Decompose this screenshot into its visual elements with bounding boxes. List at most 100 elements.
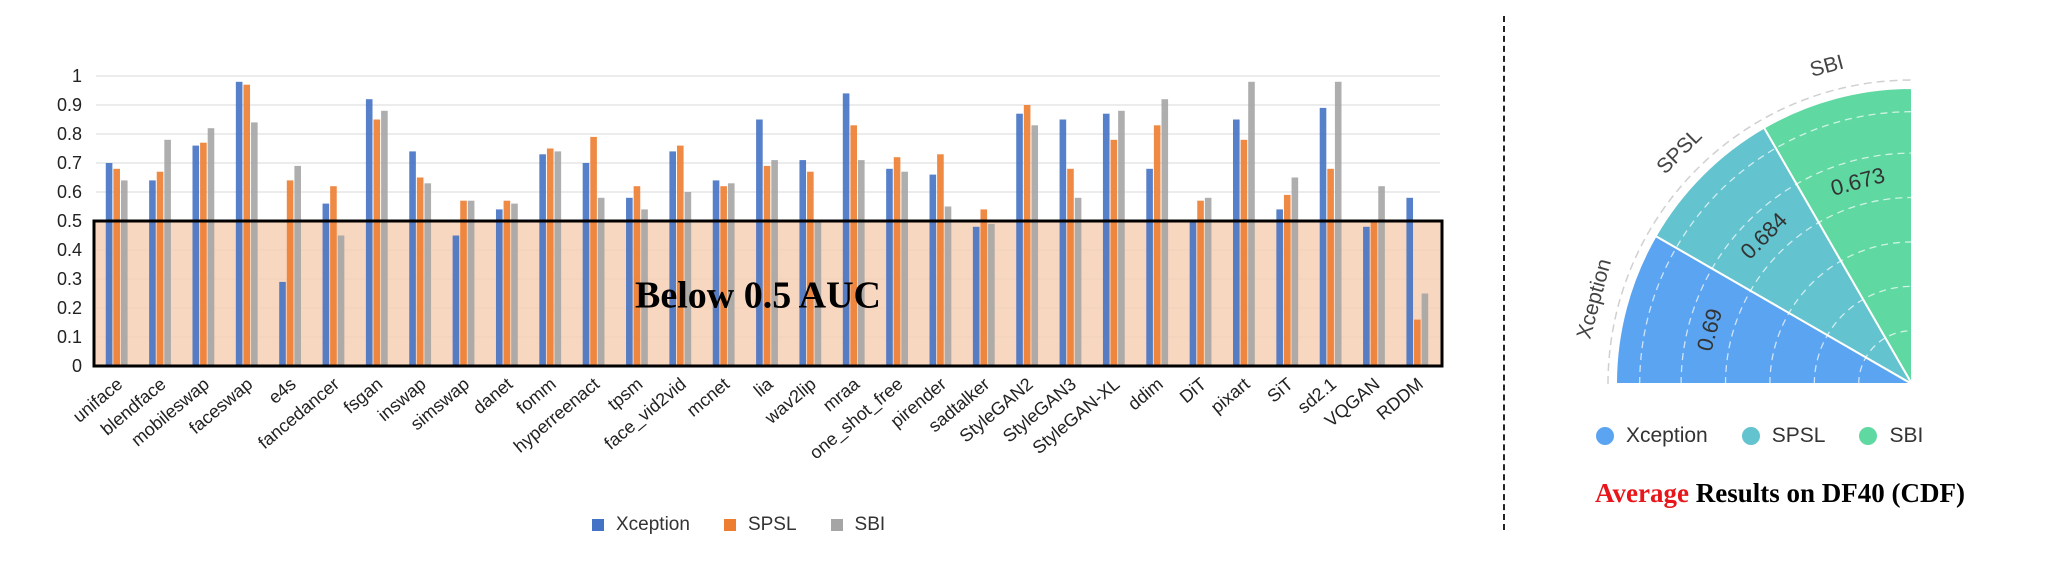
polar-title-accent: Average xyxy=(1595,478,1689,508)
bar-sbi xyxy=(1248,81,1255,367)
bar-sbi xyxy=(901,171,908,366)
bar-legend: Xception SPSL SBI xyxy=(592,514,919,536)
polar-sector-sbi xyxy=(1762,86,1913,388)
bar-xception xyxy=(322,203,330,366)
bar-xception xyxy=(279,281,286,366)
polar-legend-item-sbi: SBI xyxy=(1859,424,1923,448)
legend-swatch-sbi xyxy=(830,519,843,531)
bar-spsl xyxy=(1240,139,1248,366)
y-tick-label: 0.6 xyxy=(57,182,82,202)
bar-chart: 0 0.1 0.2 0.3 0.4 0.5 0.6 0.7 0.8 0.9 1 Below 0.5 A… xyxy=(57,66,1444,464)
bar-xception xyxy=(1016,113,1023,366)
bar-xception xyxy=(1319,107,1327,367)
bar-sbi xyxy=(1118,110,1125,366)
y-tick-label: 0.2 xyxy=(57,298,82,318)
bar-sbi xyxy=(1378,186,1385,366)
bar-spsl xyxy=(1067,168,1074,366)
bar-xception xyxy=(626,197,633,366)
bar-xception xyxy=(235,81,243,367)
polar-category-label: SPSL xyxy=(1652,124,1706,178)
legend-item-xception: Xception xyxy=(592,514,690,536)
polar-grid-ring xyxy=(1813,285,1913,385)
y-tick-label: 0.1 xyxy=(57,327,82,347)
x-tick-label: mcnet xyxy=(683,374,733,421)
polar-sector-xception xyxy=(1614,234,1916,385)
polar-legend: Xception SPSL SBI xyxy=(1596,424,1957,448)
bar-sbi xyxy=(597,197,605,366)
bar-xception xyxy=(972,226,980,366)
x-tick-label: fancedancer xyxy=(254,374,343,453)
bar-sbi xyxy=(511,203,518,366)
polar-grid-ring xyxy=(1858,330,1913,385)
bar-xception xyxy=(1059,119,1067,366)
bar-xception xyxy=(1233,119,1240,366)
bar-spsl xyxy=(156,171,164,366)
bar-sbi xyxy=(814,221,822,366)
polar-legend-dot-spsl xyxy=(1741,427,1760,445)
y-tick-label: 0.8 xyxy=(57,124,82,144)
legend-label-sbi: SBI xyxy=(854,514,886,535)
polar-title-rest: Results on DF40 (CDF) xyxy=(1688,478,1965,508)
x-tick-label: lia xyxy=(750,373,777,401)
polar-chart-title: Average Results on DF40 (CDF) xyxy=(1530,478,2030,509)
bar-spsl xyxy=(980,209,988,366)
bar-xception xyxy=(886,168,893,366)
bar-sbi xyxy=(554,151,562,366)
bar-spsl xyxy=(1327,168,1334,366)
bar-spsl xyxy=(807,171,814,366)
x-tick-label: ddim xyxy=(1124,374,1167,414)
bar-spsl xyxy=(590,136,597,366)
polar-legend-label-spsl: SPSL xyxy=(1771,424,1826,447)
bar-spsl xyxy=(546,148,554,366)
bar-xception xyxy=(669,151,676,366)
bar-xception xyxy=(365,99,373,366)
polar-legend-label-xception: Xception xyxy=(1626,424,1708,447)
bar-xception xyxy=(539,154,546,366)
bar-spsl xyxy=(850,125,858,366)
bar-spsl xyxy=(1370,221,1378,366)
bar-xception xyxy=(105,163,113,366)
x-tick-label: pixart xyxy=(1207,374,1254,418)
bar-sbi xyxy=(1074,197,1082,366)
bar-xception xyxy=(712,180,720,366)
bar-xception xyxy=(756,119,763,366)
bar-spsl xyxy=(720,186,727,366)
highlight-border xyxy=(92,219,1444,368)
bar-spsl xyxy=(1023,105,1031,366)
polar-grid-ring xyxy=(1680,152,1913,385)
bar-xception xyxy=(1276,209,1283,366)
bar-spsl xyxy=(503,200,511,366)
y-tick-label: 0.7 xyxy=(57,153,82,173)
bar-sbi xyxy=(1334,81,1342,367)
bar-sbi xyxy=(381,110,388,366)
legend-item-sbi: SBI xyxy=(830,514,886,536)
bar-sbi xyxy=(1031,125,1039,366)
bar-spsl xyxy=(633,186,641,366)
polar-grid-ring xyxy=(1639,111,1913,385)
x-tick-label: face_vid2vid xyxy=(600,374,690,454)
polar-legend-dot-xception xyxy=(1596,427,1614,445)
bar-xception xyxy=(192,145,200,366)
y-tick-label: 0.9 xyxy=(57,95,82,115)
bar-spsl xyxy=(373,119,381,366)
bar-xception xyxy=(149,180,156,366)
y-tick-label: 0.4 xyxy=(57,240,82,260)
bar-spsl xyxy=(676,145,684,366)
polar-category-label: SBI xyxy=(1808,51,1847,82)
legend-swatch-xception xyxy=(592,519,604,531)
bar-sbi xyxy=(771,160,778,366)
bar-xception xyxy=(799,160,807,366)
bar-sbi xyxy=(251,122,258,367)
y-tick-label: 0 xyxy=(72,356,82,376)
bar-spsl xyxy=(286,180,294,366)
outer-arc xyxy=(1607,79,1913,385)
polar-legend-item-xception: Xception xyxy=(1596,424,1708,448)
bar-sbi xyxy=(641,209,648,366)
bar-sbi xyxy=(337,235,345,366)
bar-xception xyxy=(495,209,503,366)
polar-legend-item-spsl: SPSL xyxy=(1741,424,1826,448)
bar-spsl xyxy=(243,84,251,366)
polar-grid-ring xyxy=(1769,241,1913,385)
legend-item-spsl: SPSL xyxy=(723,514,797,536)
bar-sbi xyxy=(944,206,952,366)
